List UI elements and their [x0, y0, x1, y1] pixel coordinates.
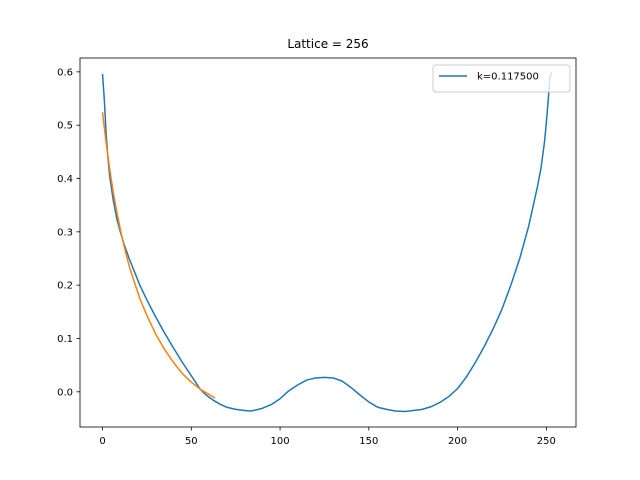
y-tick-label: 0.5 [57, 121, 73, 132]
y-tick-label: 0.6 [57, 67, 73, 78]
x-tick-label: 0 [99, 436, 105, 447]
series-layer [101, 71, 553, 413]
y-tick-label: 0.4 [57, 174, 73, 185]
x-tick-label: 50 [185, 436, 198, 447]
axes-frame [79, 57, 577, 428]
y-tick-label: 0.0 [57, 387, 73, 398]
series-line-1 [101, 112, 216, 399]
legend-box [432, 64, 571, 93]
x-tick-label: 100 [271, 436, 290, 447]
x-tick-label: 200 [448, 436, 467, 447]
y-tick-label: 0.3 [57, 227, 73, 238]
x-axis: 0 50 100 150 200 250 [99, 427, 556, 447]
legend: k=0.117500 [432, 64, 571, 93]
chart-title: Lattice = 256 [287, 37, 368, 51]
y-axis: 0.0 0.1 0.2 0.3 0.4 0.5 0.6 [57, 67, 80, 398]
y-tick-label: 0.1 [57, 334, 73, 345]
y-tick-label: 0.2 [57, 281, 73, 292]
plot-area [79, 57, 577, 428]
x-tick-label: 150 [359, 436, 378, 447]
legend-label: k=0.117500 [477, 72, 539, 83]
series-line-0 [101, 71, 553, 413]
x-tick-label: 250 [537, 436, 556, 447]
